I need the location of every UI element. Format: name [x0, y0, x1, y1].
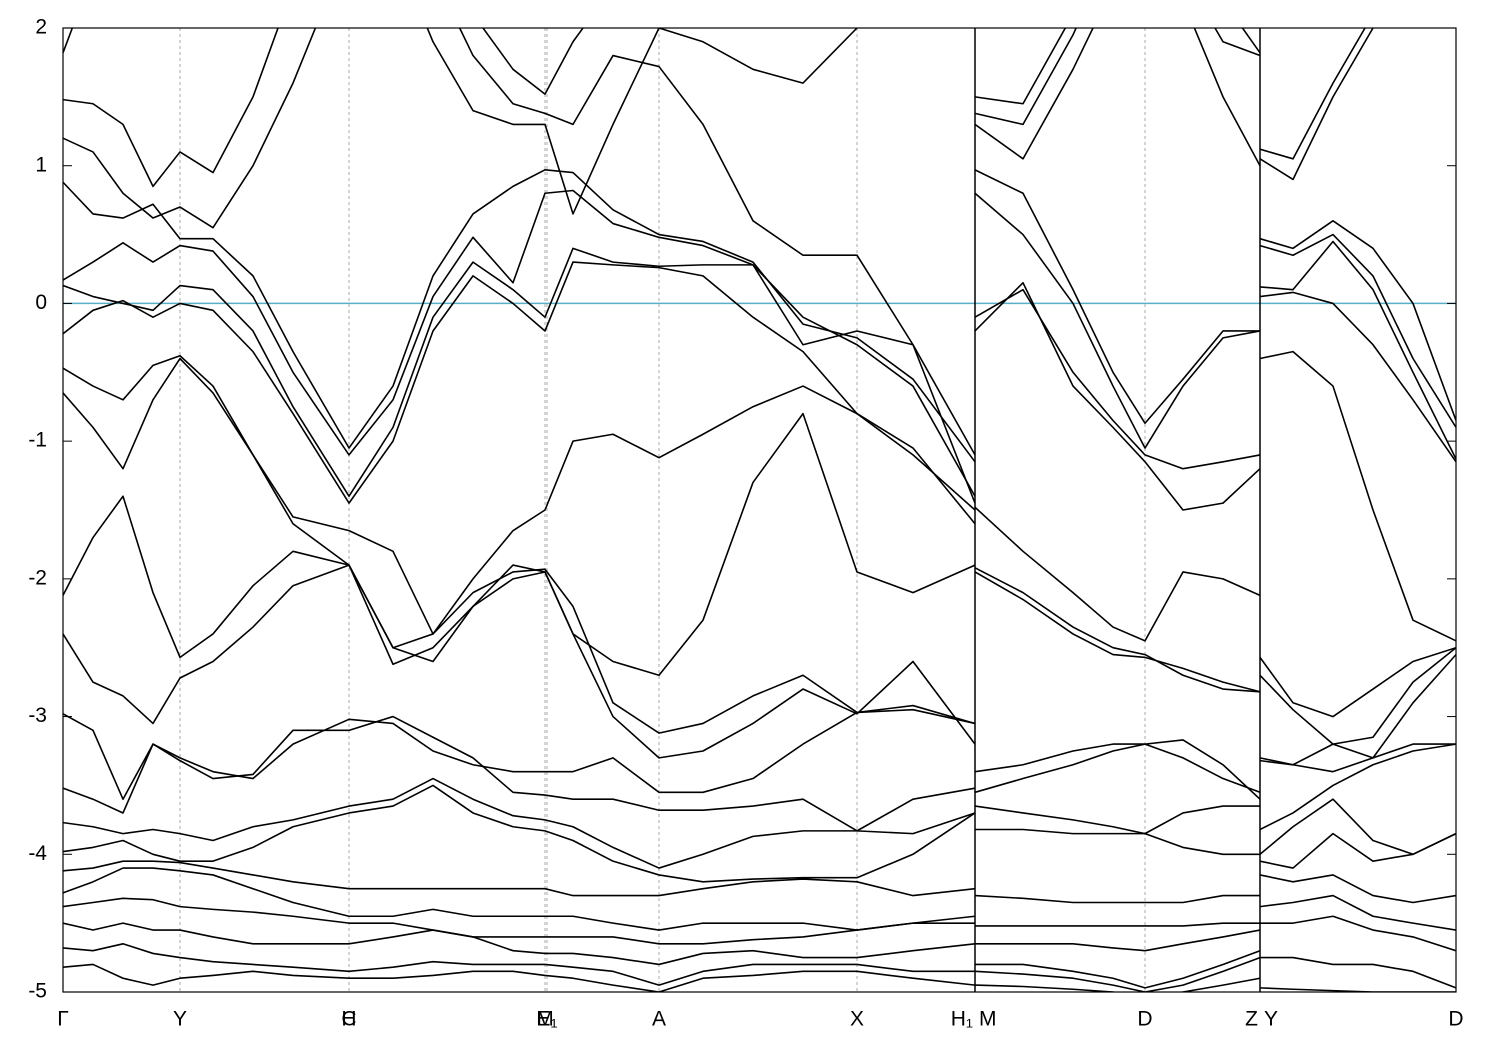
x-tick-label: C	[341, 1008, 356, 1031]
band-line	[63, 247, 1456, 504]
band-line	[63, 28, 1375, 456]
band-line	[63, 943, 1261, 992]
x-tick-label: M	[536, 1008, 554, 1031]
x-tick-label: H	[341, 1008, 356, 1031]
y-tick-label: -1	[28, 429, 47, 452]
x-tick-label: X	[850, 1008, 864, 1031]
band-line	[63, 261, 1456, 642]
y-tick-label: -3	[28, 704, 47, 727]
y-tick-label: 0	[35, 291, 47, 314]
x-tick-label: Y	[1264, 1008, 1278, 1031]
band-line	[63, 354, 1456, 718]
x-tick-label: A	[652, 1008, 666, 1031]
plot-frame	[62, 27, 1457, 993]
y-tick-label: 2	[35, 16, 47, 39]
x-tick-label: D	[1448, 1008, 1463, 1031]
bands	[63, 28, 1456, 992]
y-tick-label: -2	[28, 566, 47, 589]
x-tick-label: Γ	[57, 1008, 69, 1031]
band-line	[63, 777, 1456, 869]
y-tick-label: -5	[28, 980, 47, 1003]
band-line	[63, 784, 1456, 904]
band-line	[63, 963, 976, 992]
y-tick-label: 1	[35, 153, 47, 176]
x-tick-label: D	[1137, 1008, 1152, 1031]
x-tick-label: Y	[173, 1008, 187, 1031]
band-line	[63, 860, 1456, 931]
x-tick-label: Z	[1245, 1008, 1258, 1031]
x-tick-label: E₁	[536, 1008, 557, 1031]
x-tick-label: M	[979, 1008, 997, 1031]
y-tick-label: -4	[28, 842, 47, 865]
band-line	[63, 28, 1366, 160]
band-line	[63, 564, 1456, 794]
band-line	[63, 708, 1456, 831]
band-line	[63, 922, 1456, 992]
band-line	[63, 189, 1456, 497]
x-tick-label: H₁	[951, 1008, 973, 1031]
band-line	[63, 28, 1456, 421]
band-line	[63, 867, 1456, 952]
